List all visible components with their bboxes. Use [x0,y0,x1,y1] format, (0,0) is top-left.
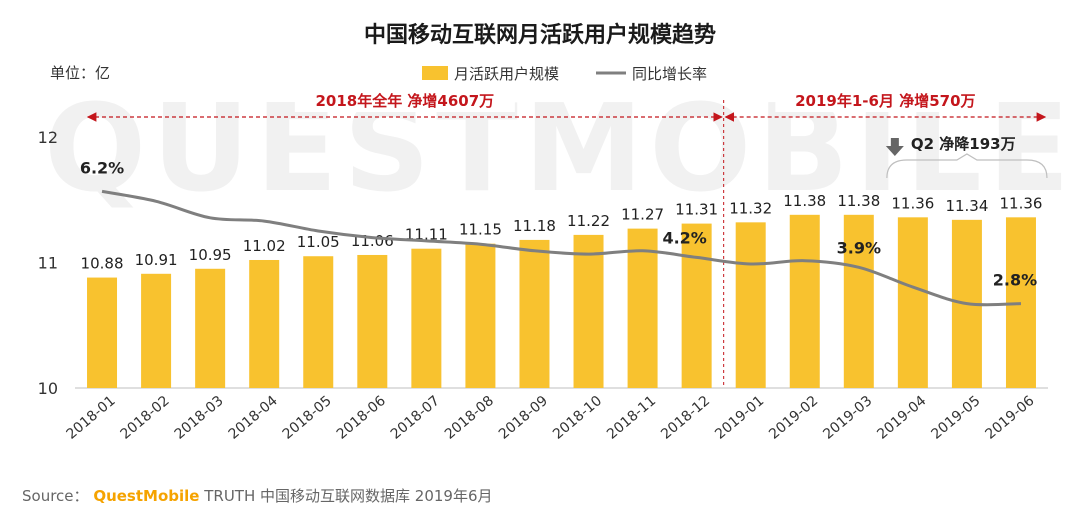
bar [843,214,874,388]
bar [735,222,766,388]
x-tick-label: 2018-06 [334,393,389,443]
source-brand: QuestMobile [93,487,200,505]
x-tick-label: 2018-12 [658,393,713,443]
legend-label-bar: 月活跃用户规模 [454,65,559,83]
bar [141,273,172,388]
x-tick-label: 2018-07 [388,393,443,443]
bar-value-label: 11.22 [567,212,610,230]
x-tick-label: 2019-03 [820,393,875,443]
legend-swatch-bar [422,66,448,80]
bar-value-label: 11.27 [621,206,664,224]
legend: 月活跃用户规模 同比增长率 [422,65,707,83]
growth-rate-label: 6.2% [80,158,124,177]
q2-bracket [886,153,1048,179]
x-tick-label: 2019-04 [874,393,929,443]
bar [411,248,442,388]
bar-value-label: 10.91 [135,251,178,269]
period-label-bg [775,90,996,112]
down-arrow-icon [885,138,904,156]
y-tick-label: 11 [38,254,58,273]
bar-value-label: 11.31 [675,201,718,219]
x-tick-label: 2018-03 [172,393,227,443]
growth-rate-label: 4.2% [662,228,706,247]
bar [681,223,712,388]
axes: 10 11 12 [38,100,1048,398]
x-tick-label: 2018-02 [118,393,173,443]
bar [897,217,928,388]
bar [249,259,280,388]
bar [519,239,550,388]
source-rest: TRUTH 中国移动互联网数据库 2019年6月 [204,487,493,505]
y-tick-label: 10 [38,379,58,398]
bars [87,214,1036,388]
bar [303,256,334,388]
growth-rate-label: 3.9% [837,238,881,257]
bar [627,228,658,388]
growth-rate-labels: 6.2% 4.2% 3.9% 2.8% [80,158,1037,289]
source-note: Source： QuestMobile TRUTH 中国移动互联网数据库 201… [22,485,493,506]
bar [465,243,496,388]
y-tick-label: 12 [38,128,58,147]
source-prefix: Source： [22,487,89,505]
bar-value-label: 11.05 [297,233,340,251]
x-tick-label: 2018-04 [226,393,281,443]
bar [195,268,226,388]
bar-value-label: 11.36 [999,194,1042,212]
bar-value-label: 11.34 [945,197,988,215]
bar [789,214,820,388]
bar-value-label: 11.38 [837,192,880,210]
bar-value-label: 11.38 [783,192,826,210]
growth-rate-line [101,189,1021,307]
bar-value-label: 10.95 [189,246,232,264]
bar [357,254,388,388]
period-label: 2018年全年 净增4607万 [315,92,494,110]
x-tick-label: 2018-10 [550,393,605,443]
bar-value-label: 10.88 [81,255,124,273]
x-tick-label: 2018-09 [496,393,551,443]
x-tick-label: 2018-11 [604,393,659,443]
x-tick-label: 2018-01 [64,393,119,443]
x-tick-label: 2018-08 [442,393,497,443]
unit-label: 单位：亿 [50,64,110,82]
bar-value-label: 11.18 [513,217,556,235]
x-tick-label: 2019-01 [712,393,767,443]
chart-title: 中国移动互联网月活跃用户规模趋势 [364,22,716,48]
q2-annotation: Q2 净降193万 [885,135,1048,179]
period-label: 2019年1-6月 净增570万 [795,92,975,110]
x-tick-label: 2019-02 [766,393,821,443]
bar-value-label: 11.02 [243,237,286,255]
x-tick-label: 2018-05 [280,393,335,443]
legend-label-line: 同比增长率 [632,65,707,83]
growth-rate-path [101,189,1021,307]
bar-value-label: 11.15 [459,221,502,239]
growth-rate-label: 2.8% [993,271,1037,290]
x-axis-ticks: 2018-012018-022018-032018-042018-052018-… [64,393,1038,443]
bar [573,234,604,388]
period-annotations: 2018年全年 净增4607万 2019年1-6月 净增570万 [86,90,1047,122]
q2-label: Q2 净降193万 [911,135,1016,153]
period-label-bg [294,90,515,112]
x-tick-label: 2019-05 [928,393,983,443]
bar [87,277,118,388]
bar-value-label: 11.36 [891,194,934,212]
x-tick-label: 2019-06 [982,393,1037,443]
bar-value-label: 11.32 [729,199,772,217]
